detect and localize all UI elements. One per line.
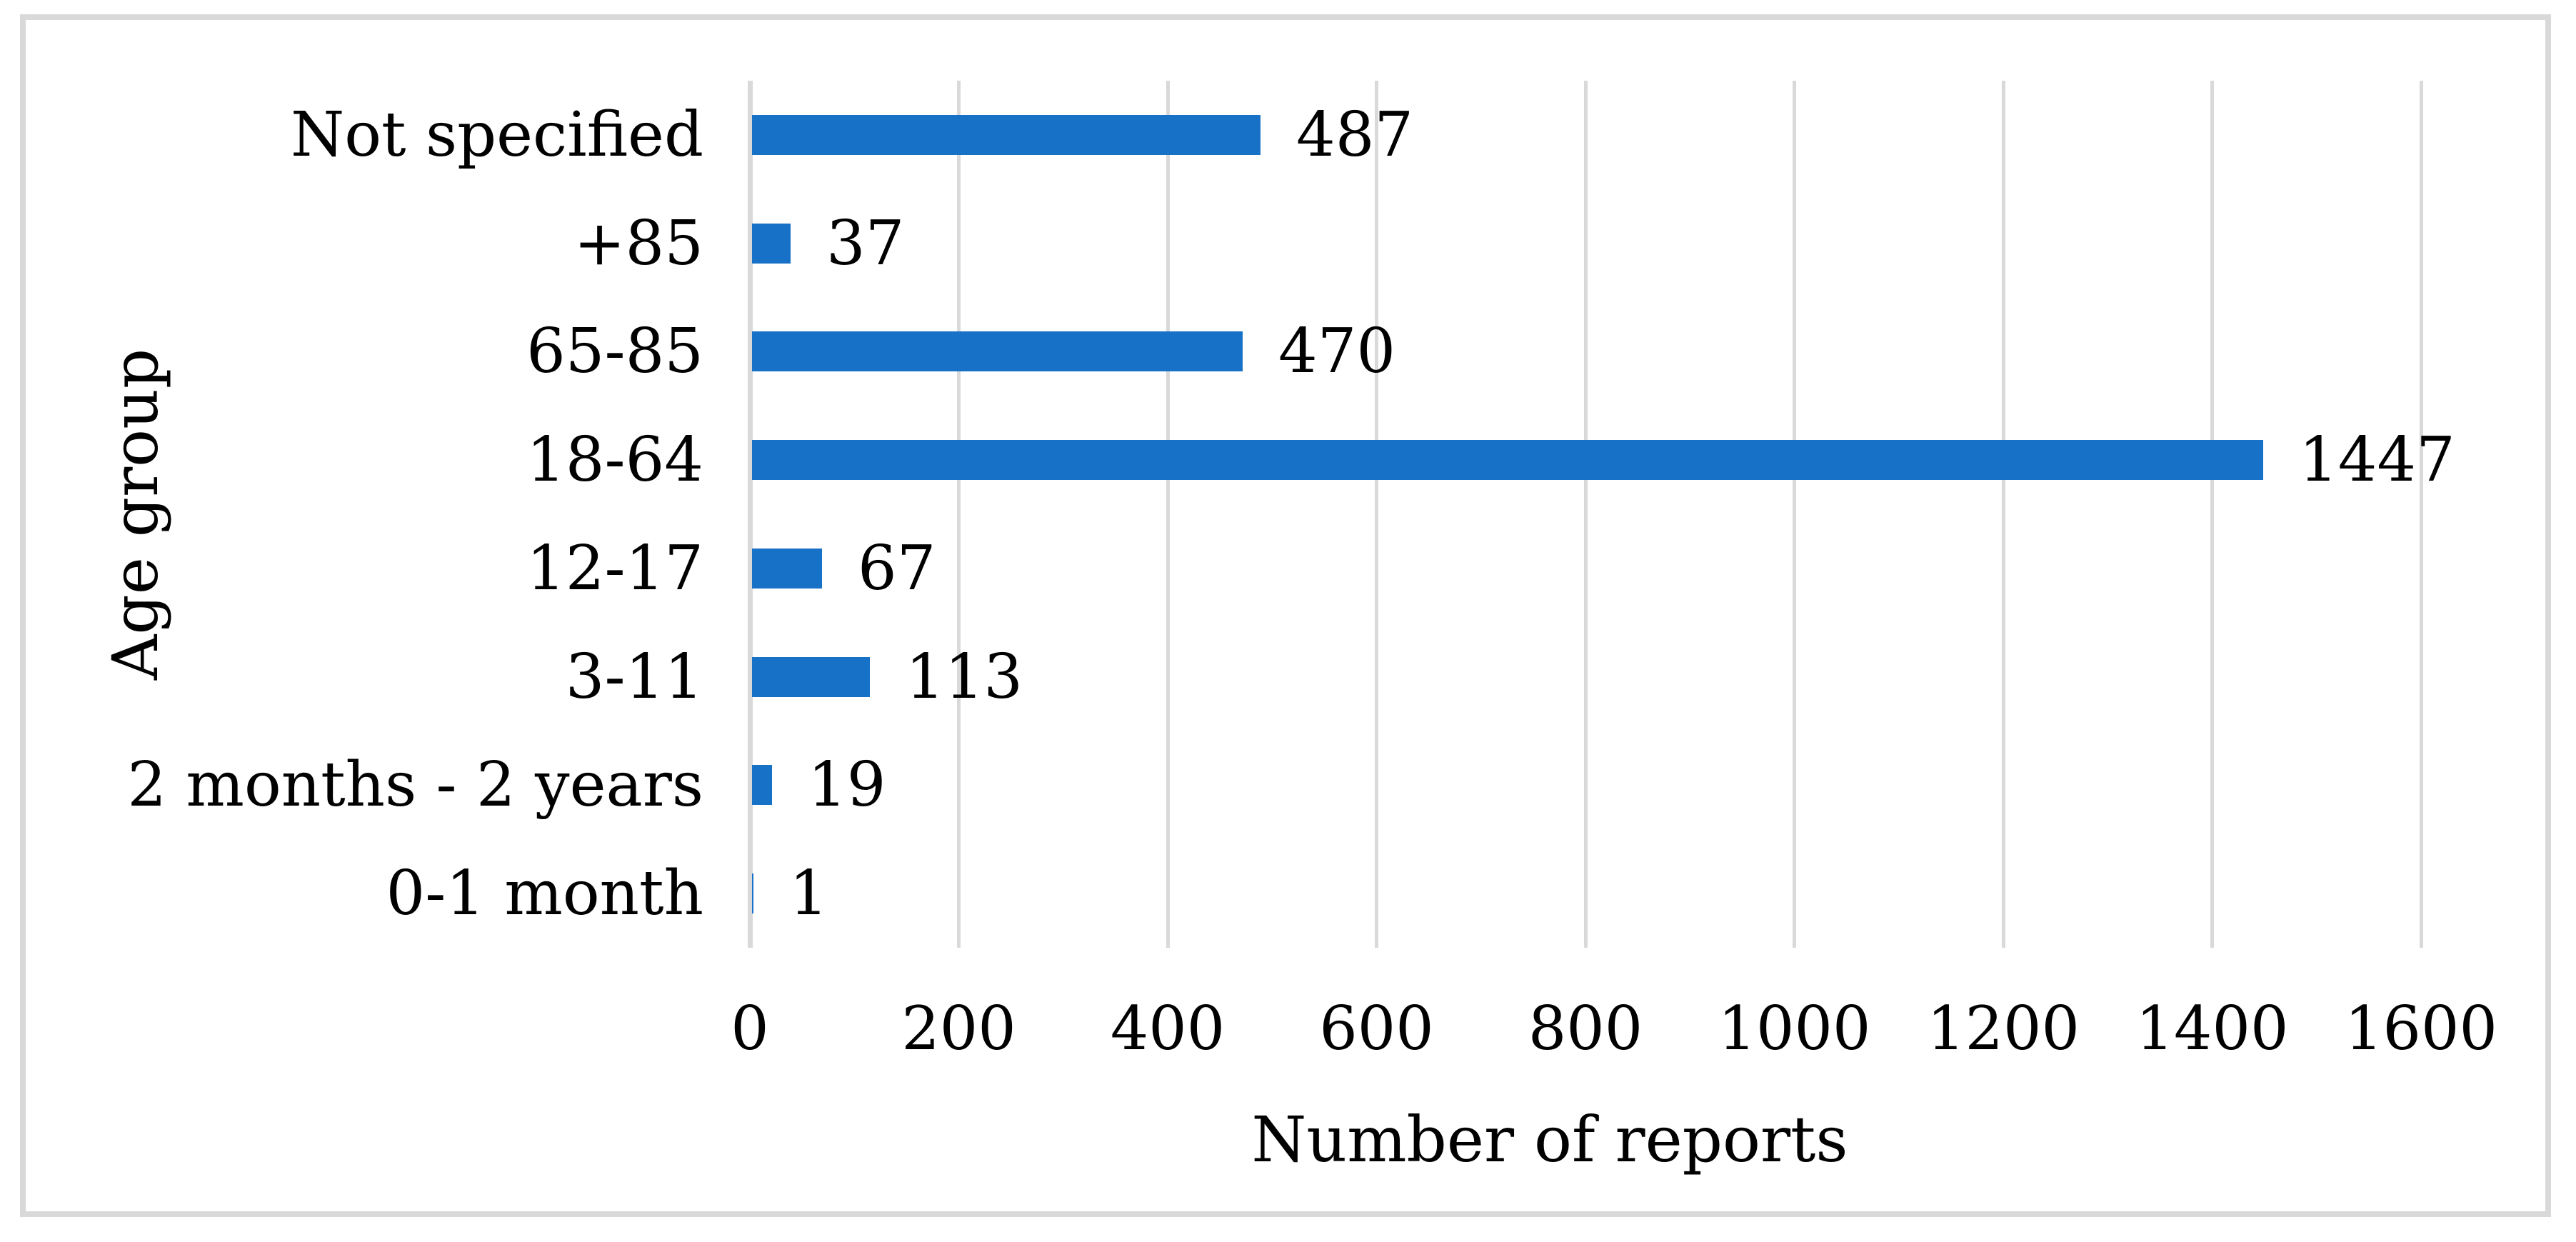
category-label: 65-85 (526, 316, 703, 388)
value-label: 113 (906, 641, 1023, 713)
gridline (1583, 81, 1588, 948)
value-label: 19 (808, 749, 886, 821)
category-label: 0-1 month (386, 858, 704, 930)
x-axis-title: Number of reports (1251, 1103, 1848, 1176)
x-tick-label: 1400 (2135, 993, 2289, 1063)
x-tick-label: 1200 (1927, 993, 2080, 1063)
category-label: 2 months - 2 years (127, 749, 703, 821)
bar (752, 114, 1261, 155)
x-tick-label: 200 (901, 993, 1016, 1063)
value-label: 67 (858, 532, 936, 604)
y-axis-title: Age group (99, 348, 172, 681)
x-tick-label: 1600 (2345, 993, 2497, 1063)
category-label: Not specified (291, 99, 703, 171)
bar (752, 548, 822, 589)
category-label: 18-64 (526, 424, 703, 496)
value-label: 1447 (2299, 424, 2455, 496)
y-axis-line (747, 81, 753, 948)
x-tick-label: 400 (1110, 993, 1226, 1063)
gridline (1166, 81, 1170, 948)
x-tick-label: 1000 (1718, 993, 1871, 1063)
value-label: 37 (826, 207, 905, 279)
value-label: 470 (1278, 316, 1396, 388)
bar (752, 873, 753, 914)
gridline (957, 81, 961, 948)
bar (752, 656, 870, 697)
gridline (1793, 81, 1796, 948)
x-tick-label: 800 (1528, 993, 1643, 1063)
bar (752, 440, 2263, 481)
bar (752, 331, 1243, 372)
category-label: +85 (573, 207, 704, 279)
bar (752, 223, 791, 264)
x-tick-label: 0 (731, 993, 769, 1063)
category-label: 3-11 (565, 641, 703, 713)
category-label: 12-17 (526, 532, 703, 604)
gridline (2210, 81, 2214, 948)
x-tick-label: 600 (1319, 993, 1434, 1063)
gridline (1375, 81, 1378, 948)
value-label: 1 (789, 858, 828, 930)
chart-border-frame (20, 14, 2551, 1217)
gridline (2419, 81, 2423, 948)
value-label: 487 (1296, 99, 1414, 171)
bar (752, 765, 772, 806)
gridline (2001, 81, 2005, 948)
